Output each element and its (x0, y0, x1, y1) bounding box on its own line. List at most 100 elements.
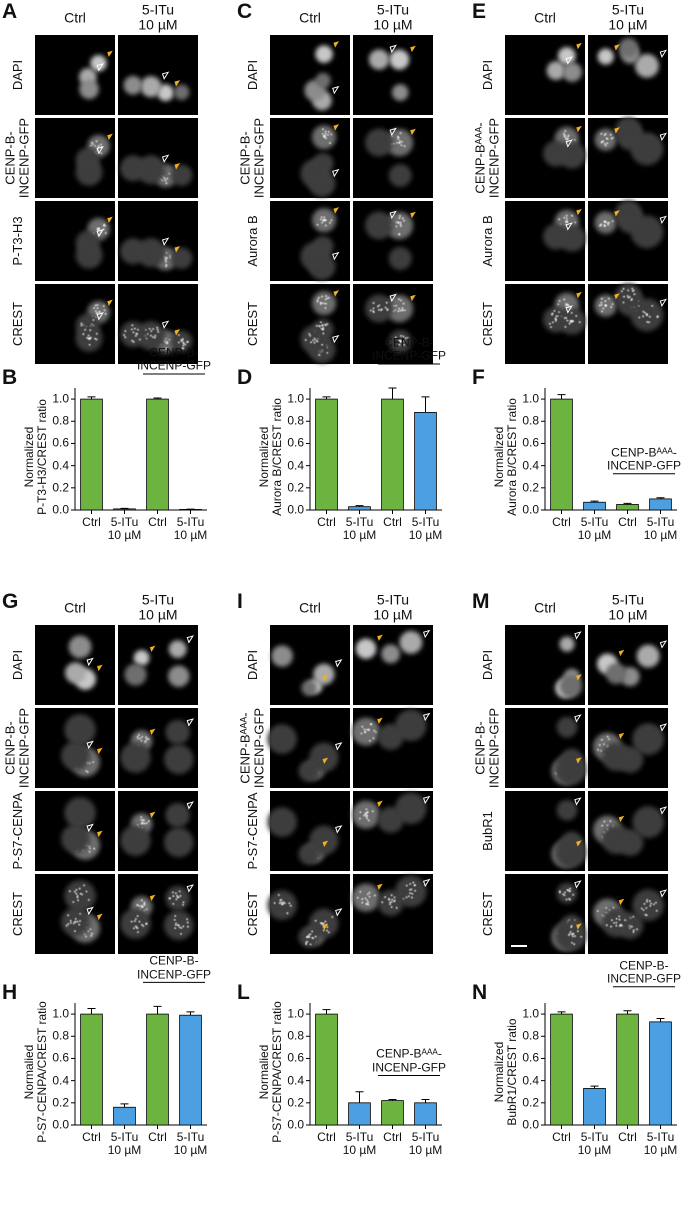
kinetochore (580, 935, 583, 938)
kinetochore (316, 300, 319, 303)
arrowhead-filled (97, 913, 103, 921)
kinetochore (319, 218, 322, 221)
kinetochore (554, 320, 557, 322)
kinetochore (134, 925, 137, 928)
cell (173, 84, 190, 101)
arrowhead-open (161, 237, 170, 246)
cell (601, 742, 631, 772)
arrowhead-open (96, 312, 104, 321)
arrowhead-open (389, 293, 397, 303)
cell (559, 636, 575, 652)
kinetochore (169, 255, 172, 257)
arrowhead-filled (614, 44, 620, 51)
cell (597, 48, 614, 65)
row-label: CREST (479, 891, 495, 937)
kinetochore (165, 259, 167, 262)
kinetochore (558, 890, 561, 893)
x-tick-label: 5-ITu 10 µM (577, 1130, 612, 1158)
kinetochore (329, 221, 331, 224)
error-bar (388, 387, 397, 400)
kinetochore (364, 731, 367, 733)
x-tick-label: Ctrl (148, 515, 167, 529)
cell (64, 797, 96, 829)
kinetochore (568, 897, 571, 900)
kinetochore (104, 312, 107, 315)
y-tick-label: 0.0 (52, 1117, 69, 1132)
kinetochore (642, 310, 645, 313)
arrowhead-filled (322, 674, 329, 681)
row-label: DAPI (479, 59, 495, 91)
cell (351, 883, 381, 912)
bar (113, 508, 136, 511)
kinetochore (609, 820, 612, 823)
kinetochore (175, 898, 178, 901)
x-tick-label: 5-ITu 10 µM (342, 515, 377, 543)
kinetochore (622, 301, 625, 304)
kinetochore (138, 338, 141, 341)
arrowhead-open (161, 320, 170, 329)
kinetochore (325, 295, 328, 298)
kinetochore (143, 822, 146, 825)
kinetochore (80, 324, 83, 327)
kinetochore (398, 141, 401, 144)
kinetochore (156, 328, 159, 331)
cell (555, 753, 587, 785)
arrowhead-filled (576, 923, 582, 930)
kinetochore (643, 902, 646, 905)
kinetochore (87, 898, 90, 901)
cell (313, 663, 335, 685)
kinetochore (314, 935, 317, 938)
error-bar (656, 1018, 665, 1022)
kinetochore (564, 134, 566, 137)
arrowhead-open (335, 825, 343, 834)
kinetochore (165, 182, 168, 185)
kinetochore (72, 901, 75, 903)
x-tick-label: Ctrl (148, 1130, 167, 1144)
kinetochore (164, 257, 167, 260)
kinetochore (187, 925, 189, 928)
panel-letter: B (2, 366, 18, 389)
kinetochore (327, 931, 330, 934)
cell (559, 674, 583, 698)
kinetochore (75, 889, 78, 891)
kinetochore (184, 343, 187, 346)
cell (315, 45, 333, 63)
kinetochore (82, 333, 85, 335)
micrograph (35, 35, 115, 115)
y-tick-label: 1.0 (522, 1006, 539, 1021)
kinetochore (145, 922, 148, 925)
kinetochore (392, 142, 395, 145)
y-tick-label: 0.8 (287, 1028, 304, 1043)
kinetochore (398, 343, 401, 346)
kinetochore (368, 895, 371, 898)
kinetochore (314, 338, 317, 341)
kinetochore (632, 931, 635, 933)
cell (365, 128, 394, 157)
arrowhead-filled (614, 127, 620, 134)
kinetochore (606, 142, 609, 145)
kinetochore (92, 761, 94, 764)
kinetochore (600, 301, 603, 304)
kinetochore (286, 912, 289, 915)
kinetochore (571, 214, 573, 217)
y-axis-label: Normalied P-S7-CENPA/CREST ratio (256, 1001, 284, 1143)
kinetochore (131, 339, 134, 342)
cell (168, 640, 187, 659)
row-label: CREST (244, 891, 260, 937)
kinetochore (564, 136, 567, 139)
kinetochore (81, 893, 83, 896)
cell (120, 321, 147, 348)
bar (179, 1014, 202, 1126)
kinetochore (93, 847, 96, 850)
kinetochore (646, 321, 649, 323)
arrowhead-filled (149, 894, 156, 901)
kinetochore (601, 141, 603, 143)
error-bar (623, 1010, 632, 1015)
kinetochore (137, 904, 139, 906)
kinetochore (168, 338, 171, 341)
cell (271, 645, 293, 667)
arrowhead-open (186, 718, 195, 727)
kinetochore (182, 925, 185, 928)
kinetochore (612, 906, 615, 909)
cell (68, 635, 92, 659)
